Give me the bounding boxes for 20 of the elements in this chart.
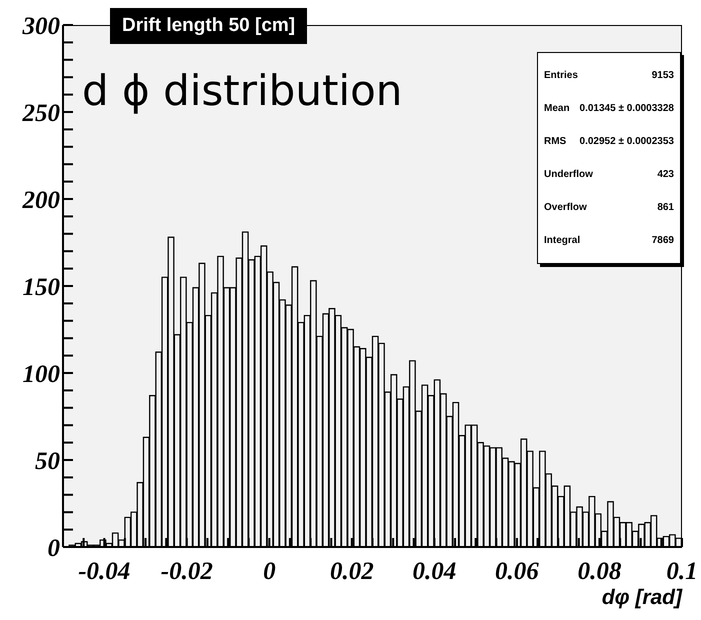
stats-panel: Entries 9153 Mean 0.01345 ± 0.0003328 RMS 0.02952 ± 0.0002353 Underflow 423 Overflow 861 Integral 7869	[537, 52, 681, 264]
y-tick-label: 150	[22, 274, 60, 301]
x-tick-label: 0.06	[495, 558, 540, 585]
x-tick-label: 0.1	[666, 558, 698, 585]
y-tick-label: 50	[35, 448, 60, 475]
y-tick-label: 100	[22, 360, 60, 388]
x-axis-title: dφ [rad]	[602, 586, 682, 610]
y-tick-label: 200	[22, 186, 60, 214]
chart-title: Drift length 50 [cm]	[110, 8, 308, 44]
y-tick-label: 250	[22, 100, 60, 127]
x-tick-label: 0.04	[412, 558, 456, 585]
annotation: Mean 0.01345 ± 0.0003328	[544, 103, 674, 114]
x-tick-label: 0	[263, 558, 276, 585]
x-tick-label: -0.04	[78, 558, 130, 585]
annotation: d ϕ distribution	[82, 66, 402, 115]
x-tick-label: -0.02	[160, 558, 213, 585]
y-tick-label: 0	[48, 534, 60, 562]
y-tick-label: 300	[22, 12, 60, 40]
x-tick-label: 0.08	[578, 558, 622, 585]
x-tick-label: 0.02	[330, 558, 374, 585]
